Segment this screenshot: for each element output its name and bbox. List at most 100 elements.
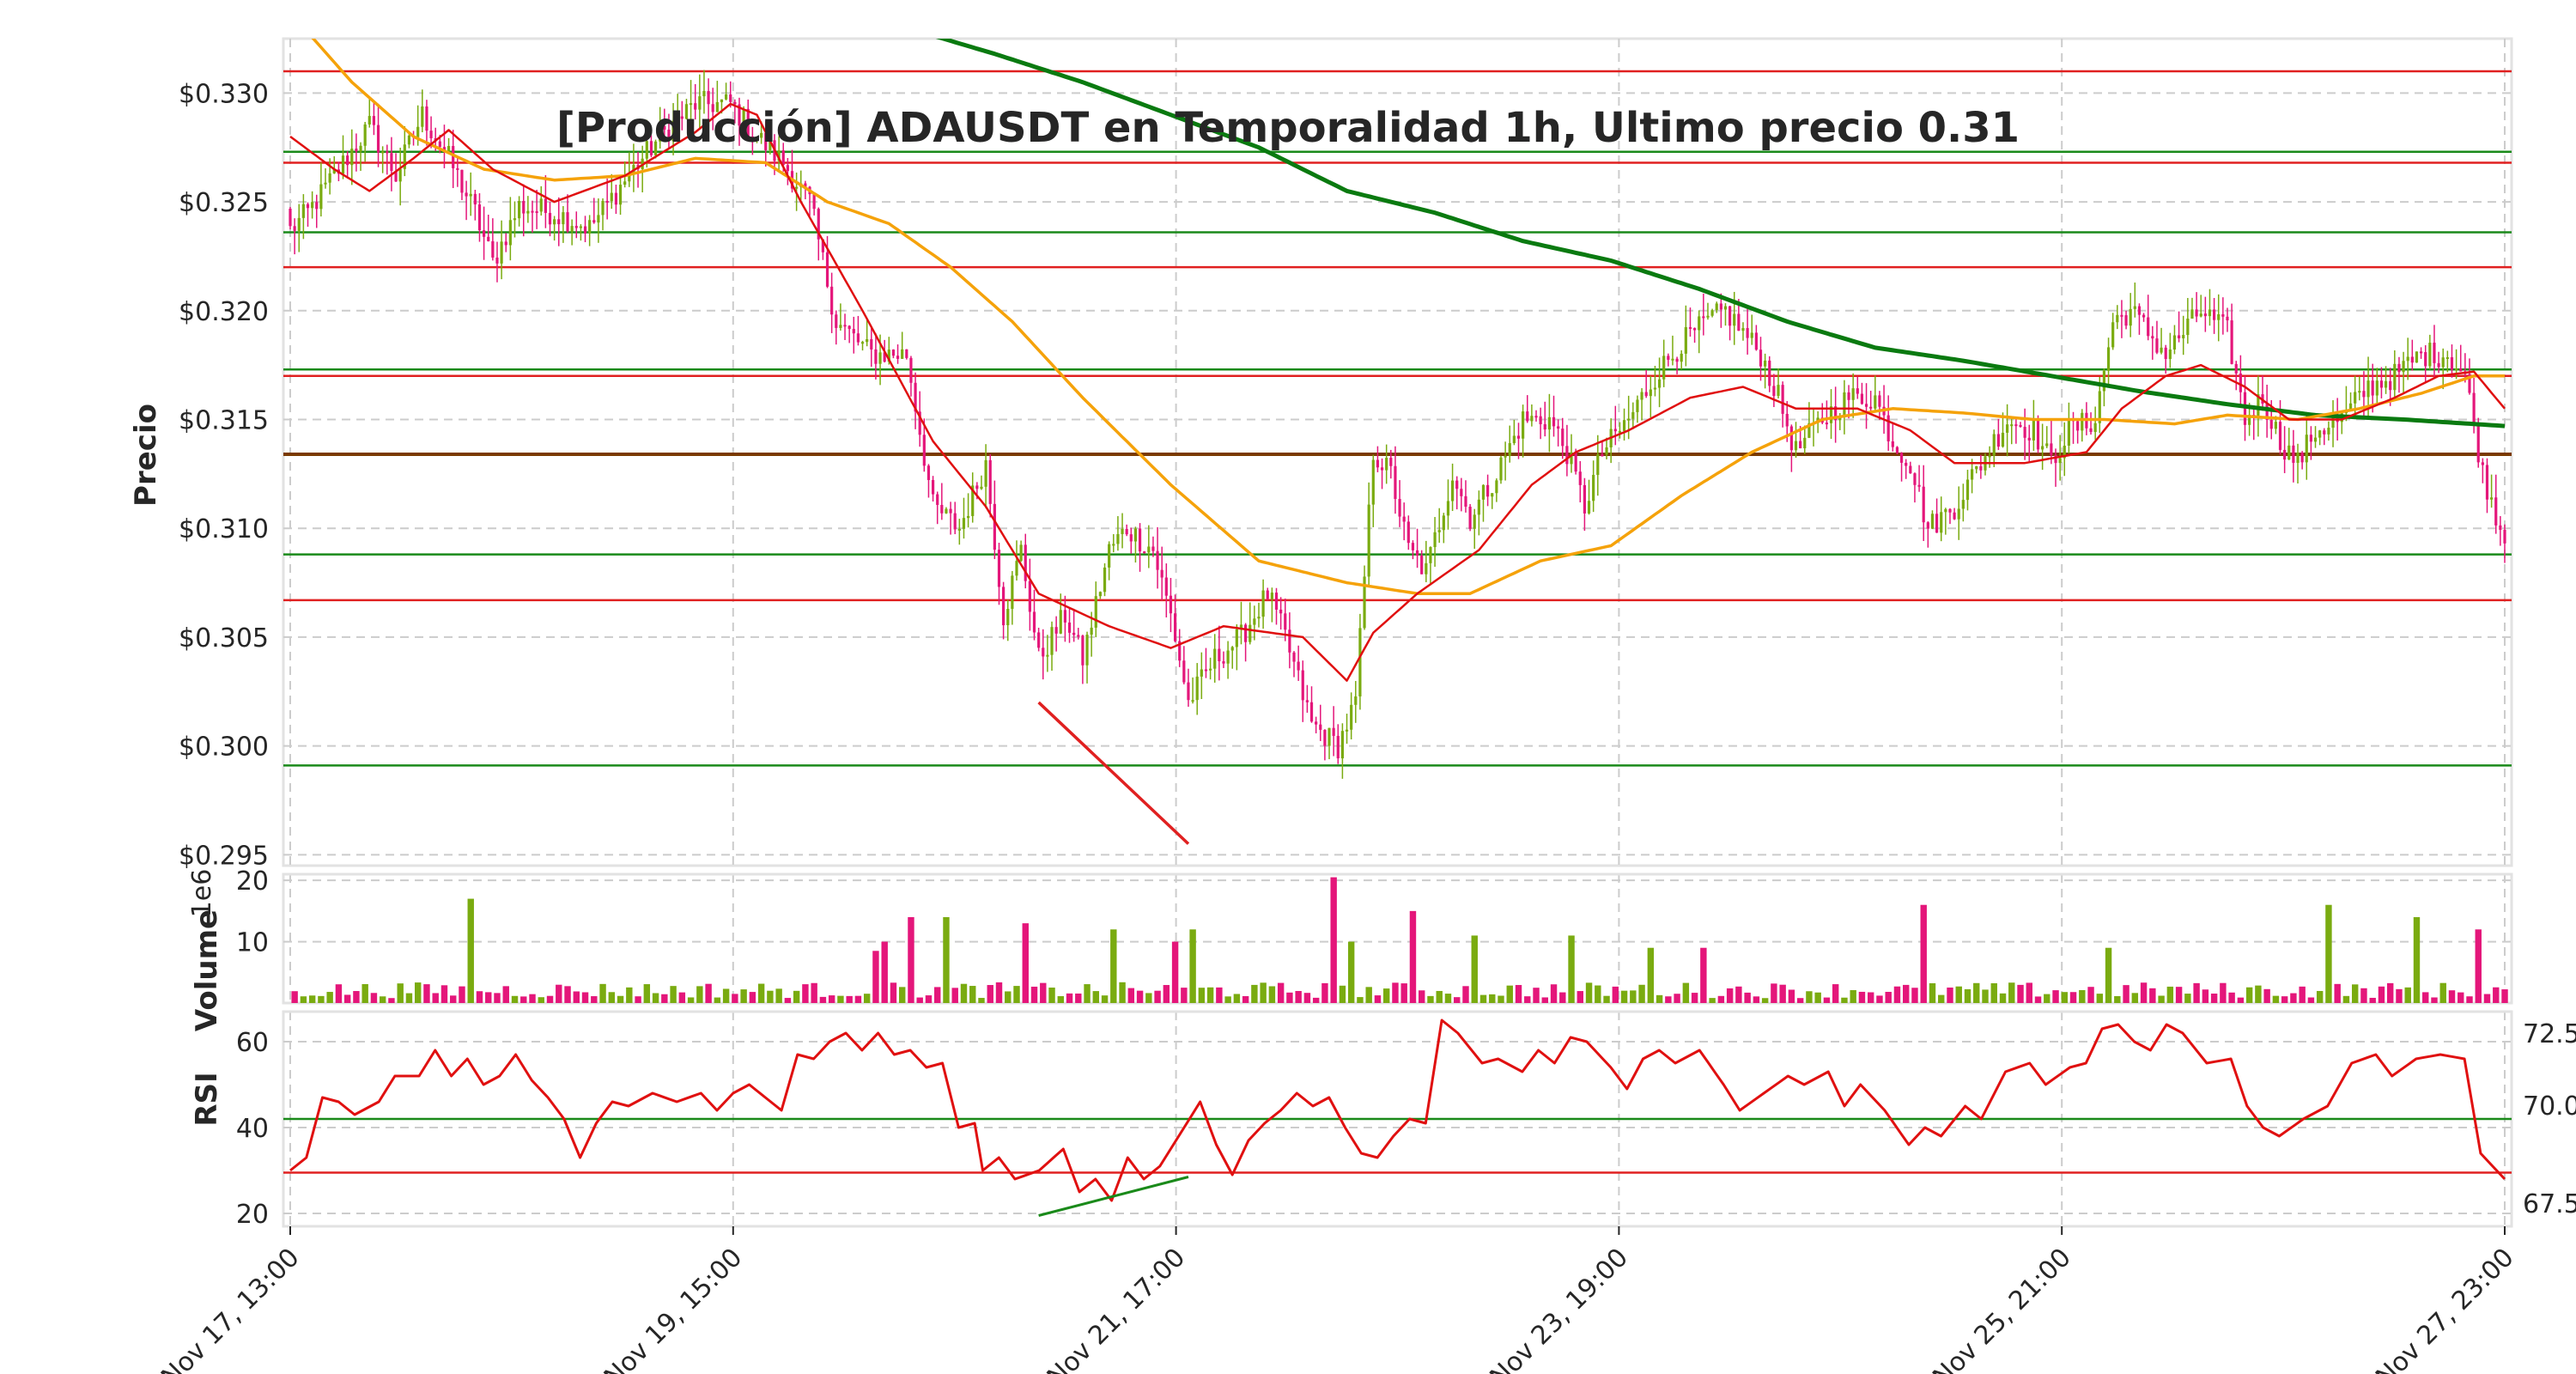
candle-body bbox=[1504, 455, 1507, 458]
candle-body bbox=[659, 125, 662, 142]
volume-bar bbox=[2439, 982, 2446, 1003]
candle-body bbox=[2375, 380, 2379, 396]
candle-body bbox=[1230, 647, 1234, 651]
volume-bar bbox=[740, 989, 747, 1003]
candle-body bbox=[887, 350, 890, 362]
candle-body bbox=[1750, 332, 1753, 338]
candle-body bbox=[980, 486, 983, 489]
volume-bar bbox=[863, 994, 871, 1003]
volume-bar bbox=[1216, 987, 1223, 1003]
candle-body bbox=[1596, 454, 1600, 476]
volume-bar bbox=[767, 990, 774, 1003]
candle-body bbox=[363, 124, 367, 146]
candle-body bbox=[1522, 411, 1525, 439]
candle-body bbox=[1917, 484, 1921, 487]
volume-bar bbox=[2202, 989, 2209, 1003]
volume-bar bbox=[2290, 993, 2297, 1003]
candle-body bbox=[1297, 661, 1300, 671]
candle-body bbox=[2402, 361, 2405, 373]
candle-body bbox=[1723, 306, 1728, 310]
candle-body bbox=[1649, 389, 1652, 397]
candle-body bbox=[1578, 471, 1582, 485]
candle-body bbox=[764, 132, 768, 150]
volume-bar bbox=[1550, 984, 1558, 1003]
candle-body bbox=[513, 218, 517, 221]
volume-bar bbox=[2220, 982, 2227, 1003]
candle-body bbox=[878, 352, 882, 364]
candle-body bbox=[1988, 455, 1991, 458]
candle-body bbox=[539, 198, 543, 212]
candle-body bbox=[2164, 347, 2167, 360]
volume-bar bbox=[1955, 986, 1962, 1003]
candle-body bbox=[2499, 525, 2502, 530]
price-tick-label: $0.320 bbox=[179, 297, 269, 327]
candle-body bbox=[1557, 426, 1560, 429]
volume-bar bbox=[1268, 986, 1276, 1003]
price-plot-area bbox=[282, 37, 2513, 867]
candle-body bbox=[689, 103, 693, 106]
volume-bar bbox=[1973, 982, 1980, 1003]
volume-bar bbox=[2307, 997, 2315, 1003]
price-divergence-line bbox=[1037, 701, 1190, 845]
candle-body bbox=[1429, 547, 1432, 563]
volume-bar bbox=[1674, 994, 1680, 1003]
volume-bar bbox=[2342, 995, 2350, 1003]
candle-body bbox=[1315, 721, 1318, 725]
volume-bar bbox=[1568, 935, 1575, 1003]
candle-body bbox=[452, 145, 455, 168]
volume-bar bbox=[1242, 995, 1249, 1003]
candle-body bbox=[2265, 403, 2269, 420]
candle-body bbox=[1530, 416, 1534, 422]
volume-bar bbox=[775, 988, 782, 1003]
candle-body bbox=[720, 99, 724, 102]
candle-body bbox=[1953, 512, 1956, 520]
candle-body bbox=[1913, 473, 1917, 485]
candle-body bbox=[1789, 426, 1793, 451]
candle-body bbox=[1940, 512, 1943, 533]
candle-body bbox=[896, 356, 900, 359]
candle-body bbox=[993, 503, 996, 550]
volume-bar bbox=[1709, 998, 1716, 1003]
volume-tick-label: 20 bbox=[236, 866, 269, 897]
candle-body bbox=[1587, 501, 1591, 514]
candle-body bbox=[2300, 453, 2304, 463]
candle-body bbox=[2415, 351, 2419, 363]
candle-body bbox=[1640, 392, 1643, 400]
rsi-line bbox=[289, 1018, 2506, 1202]
volume-bar bbox=[714, 997, 721, 1003]
candle-body bbox=[1425, 562, 1428, 575]
candle-body bbox=[2195, 309, 2198, 317]
candle-body bbox=[1477, 499, 1480, 515]
candle-body bbox=[315, 202, 319, 210]
volume-bar bbox=[1286, 992, 1293, 1003]
ema-lines bbox=[289, 39, 2506, 682]
candle-body bbox=[957, 528, 961, 531]
volume-bar bbox=[1850, 989, 1856, 1003]
candle-body bbox=[1253, 618, 1256, 625]
candle-body bbox=[2428, 343, 2432, 367]
candle-body bbox=[1164, 577, 1168, 596]
candle-body bbox=[1156, 550, 1159, 570]
candle-body bbox=[2384, 380, 2388, 388]
volume-bar bbox=[749, 992, 756, 1003]
volume-bar bbox=[2448, 990, 2456, 1003]
candle-body bbox=[1138, 528, 1142, 552]
candle-body bbox=[2433, 343, 2436, 363]
volume-bar bbox=[635, 996, 641, 1003]
candle-body bbox=[2468, 374, 2471, 393]
candle-body bbox=[495, 257, 499, 264]
volume-bar bbox=[1638, 984, 1645, 1003]
candle-body bbox=[1613, 429, 1617, 432]
volume-bar bbox=[485, 992, 492, 1003]
candle-body bbox=[1208, 668, 1212, 671]
candle-body bbox=[1874, 395, 1877, 409]
candle-body bbox=[1406, 521, 1410, 544]
volume-bar bbox=[643, 984, 651, 1003]
volume-bar bbox=[1189, 929, 1196, 1003]
candle-body bbox=[2063, 445, 2066, 459]
candle-body bbox=[579, 226, 582, 228]
candle-body bbox=[592, 220, 596, 223]
volume-bar bbox=[432, 993, 439, 1003]
price-axis-label: Precio bbox=[129, 404, 163, 507]
candle-body bbox=[1543, 423, 1546, 430]
